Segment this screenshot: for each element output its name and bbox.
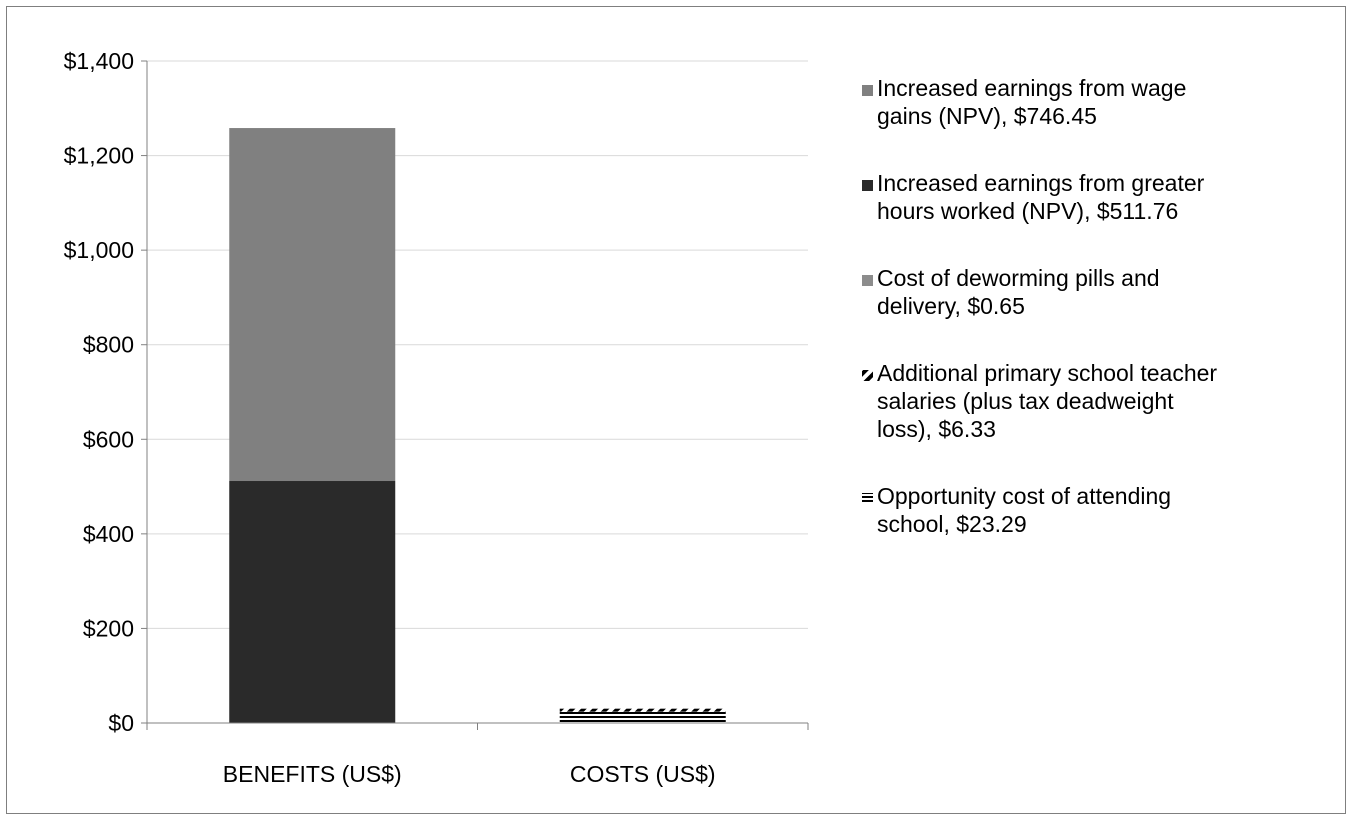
bar-segment xyxy=(229,128,396,482)
y-tick-label: $1,200 xyxy=(64,143,134,169)
y-tick-label: $600 xyxy=(83,426,134,452)
legend-label: Cost of deworming pills and xyxy=(877,265,1160,291)
y-tick-label: $0 xyxy=(108,710,134,736)
y-tick-label: $1,000 xyxy=(64,237,134,263)
legend-label: Increased earnings from greater xyxy=(877,170,1205,196)
legend-label: school, $23.29 xyxy=(877,511,1027,537)
x-category-label: COSTS (US$) xyxy=(570,761,716,787)
legend-swatch xyxy=(862,275,873,286)
y-tick-label: $400 xyxy=(83,521,134,547)
axes: $0 $200 $400 $600 $800 $1,000 $1,200 $1,400 BENE… xyxy=(64,48,809,787)
legend-label: gains (NPV), $746.45 xyxy=(877,103,1097,129)
legend-swatch xyxy=(862,180,873,191)
x-category-label: BENEFITS (US$) xyxy=(223,761,402,787)
legend-label: Increased earnings from wage xyxy=(877,75,1186,101)
bar-segment xyxy=(229,481,396,723)
legend-swatch xyxy=(862,85,873,96)
legend-label: Additional primary school teacher xyxy=(877,360,1217,386)
legend-swatch xyxy=(862,493,873,504)
legend-label: Opportunity cost of attending xyxy=(877,483,1171,509)
legend-label: loss), $6.33 xyxy=(877,416,996,442)
bar-segment xyxy=(559,708,726,712)
legend-label: salaries (plus tax deadweight xyxy=(877,388,1174,414)
y-tick-label: $1,400 xyxy=(64,48,134,74)
y-tick-label: $800 xyxy=(83,332,134,358)
y-tick-label: $200 xyxy=(83,615,134,641)
bar-segment xyxy=(559,711,726,723)
legend-label: hours worked (NPV), $511.76 xyxy=(877,198,1178,224)
bars xyxy=(229,128,726,724)
legend-item: Additional primary school teachersalarie… xyxy=(862,360,1217,442)
legend-label: delivery, $0.65 xyxy=(877,293,1025,319)
legend-swatch xyxy=(862,370,873,381)
